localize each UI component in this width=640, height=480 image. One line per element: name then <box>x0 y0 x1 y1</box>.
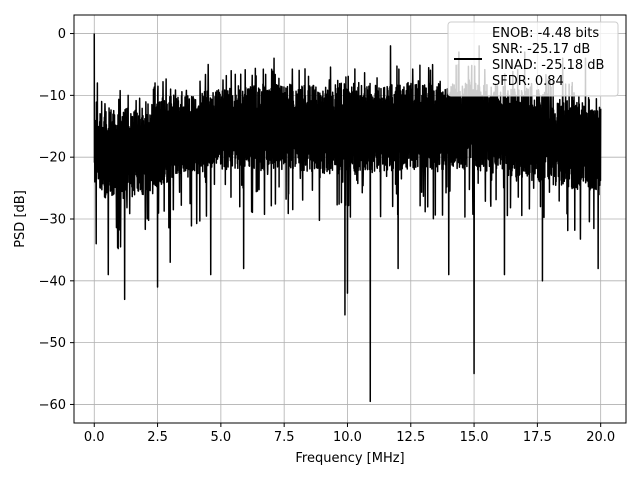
x-axis-label: Frequency [MHz] <box>295 451 404 466</box>
y-tick-label: −30 <box>39 213 66 228</box>
y-tick-label: −10 <box>39 89 66 104</box>
x-tick-label: 15.0 <box>460 430 489 445</box>
y-tick-label: −60 <box>39 398 66 413</box>
x-tick-label: 7.5 <box>274 430 295 445</box>
legend-enob: ENOB: -4.48 bits <box>492 26 599 41</box>
x-tick-label: 0.0 <box>84 430 105 445</box>
series-group <box>93 33 602 403</box>
legend-snr: SNR: -25.17 dB <box>492 42 590 57</box>
x-tick-label: 17.5 <box>523 430 552 445</box>
legend-sinad: SINAD: -25.18 dB <box>492 58 604 73</box>
x-tick-label: 12.5 <box>396 430 425 445</box>
x-tick-label: 10.0 <box>333 430 362 445</box>
psd-series-line <box>93 33 602 403</box>
ticks: 0.0 2.5 5.0 7.5 10.0 12.5 15.0 17.5 20.0 0 −10 −20 −… <box>39 27 616 445</box>
legend-box <box>447 21 619 97</box>
legend: ENOB: -4.48 bits SNR: -25.17 dB SINAD: -… <box>447 21 619 97</box>
legend-sfdr: SFDR: 0.84 <box>492 74 564 89</box>
y-tick-label: −20 <box>39 151 66 166</box>
x-tick-label: 20.0 <box>586 430 615 445</box>
y-tick-label: −50 <box>39 336 66 351</box>
y-tick-label: −40 <box>39 274 66 289</box>
y-axis-label: PSD [dB] <box>13 190 28 248</box>
x-tick-label: 5.0 <box>211 430 232 445</box>
y-tick-label: 0 <box>58 27 66 42</box>
x-tick-label: 2.5 <box>147 430 168 445</box>
